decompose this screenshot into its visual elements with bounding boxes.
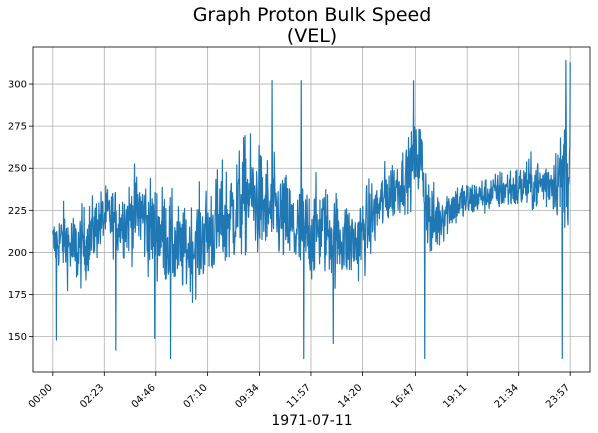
x-tick-label: 04:46 xyxy=(130,382,158,410)
plot-frame xyxy=(32,46,591,373)
x-tick-label: 19:11 xyxy=(441,382,469,410)
x-tick-label: 14:20 xyxy=(336,382,364,410)
x-tick-label: 23:57 xyxy=(544,382,572,410)
y-tick-label: 200 xyxy=(8,248,27,259)
x-tick-label: 11:57 xyxy=(285,382,313,410)
y-tick-label: 175 xyxy=(8,290,27,301)
x-tick-label: 02:23 xyxy=(78,382,106,410)
y-tick-label: 300 xyxy=(8,80,27,91)
series-line xyxy=(52,59,571,360)
y-tick-label: 275 xyxy=(8,122,27,133)
grid xyxy=(33,47,590,372)
x-axis: 00:00 02:23 04:46 07:10 09:34 11:57 14:20 16:47… xyxy=(27,372,572,411)
chart-title-line1: Graph Proton Bulk Speed xyxy=(193,4,432,26)
y-axis: 150 175 200 225 250 275 300 xyxy=(8,80,33,343)
x-tick-label: 07:10 xyxy=(182,382,210,410)
y-tick-label: 225 xyxy=(8,206,27,217)
y-tick-label: 150 xyxy=(8,332,27,343)
x-axis-label: 1971-07-11 xyxy=(271,413,352,429)
chart-title-line2: (VEL) xyxy=(287,25,337,47)
y-tick-label: 250 xyxy=(8,164,27,175)
x-tick-label: 09:34 xyxy=(233,382,261,410)
x-tick-label: 16:47 xyxy=(389,382,417,410)
x-tick-label: 21:34 xyxy=(493,382,521,410)
data-series xyxy=(52,59,571,360)
x-tick-label: 00:00 xyxy=(27,382,55,410)
